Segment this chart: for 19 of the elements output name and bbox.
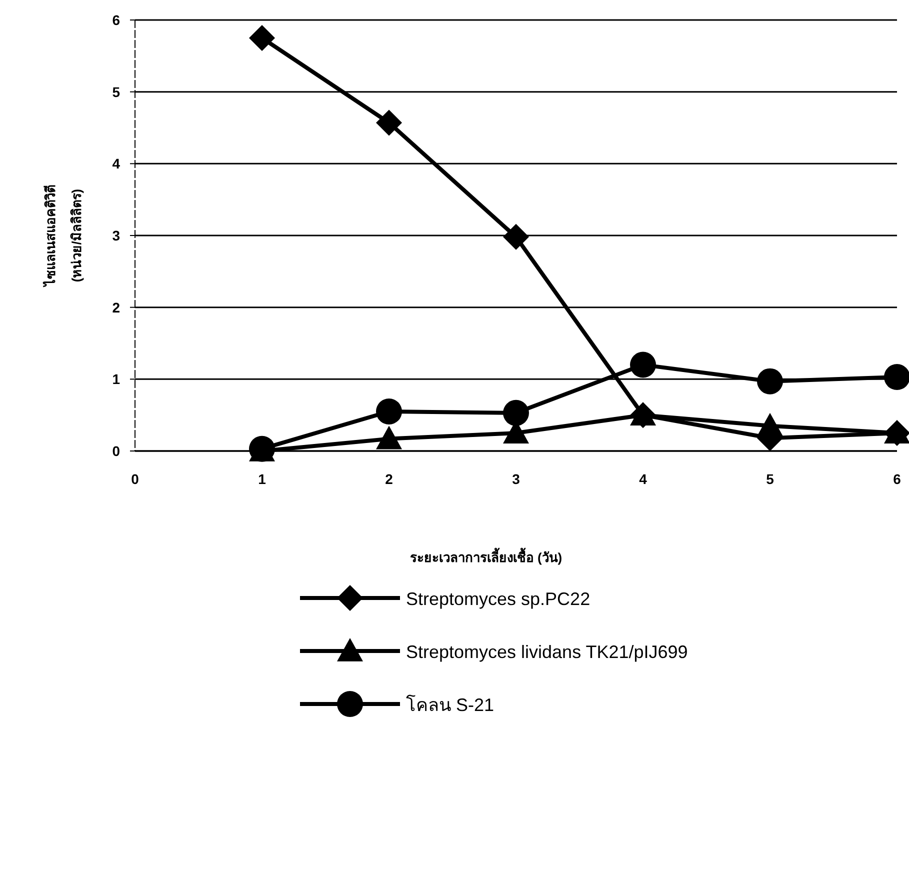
y-tick-label: 4 <box>112 156 120 172</box>
x-tick-label: 0 <box>131 471 140 487</box>
y-axis-title: ไซแลเนสแอคติวิตี (หน่วย/มิลลิลิตร) <box>42 185 84 288</box>
x-tick-label: 1 <box>258 471 266 487</box>
x-tick-label: 6 <box>893 471 902 487</box>
y-tick-label: 3 <box>112 228 120 244</box>
y-tick-label: 0 <box>112 443 120 459</box>
x-tick-label: 5 <box>766 471 774 487</box>
x-tick-label: 2 <box>385 471 394 487</box>
x-tick-label: 4 <box>639 471 648 487</box>
x-axis-title: ระยะเวลาการเลี้ยงเชื้อ (วัน) <box>410 547 562 565</box>
y-tick-label: 5 <box>112 84 120 100</box>
x-tick-label: 3 <box>512 471 520 487</box>
y-tick-label: 2 <box>112 299 120 316</box>
y-tick-label: 6 <box>112 12 120 28</box>
legend-label: โคลน S-21 <box>406 694 494 715</box>
legend-label: Streptomyces sp.PC22 <box>406 589 590 609</box>
legend-label: Streptomyces lividans TK21/pIJ699 <box>406 642 688 662</box>
y-tick-label: 1 <box>112 371 120 388</box>
